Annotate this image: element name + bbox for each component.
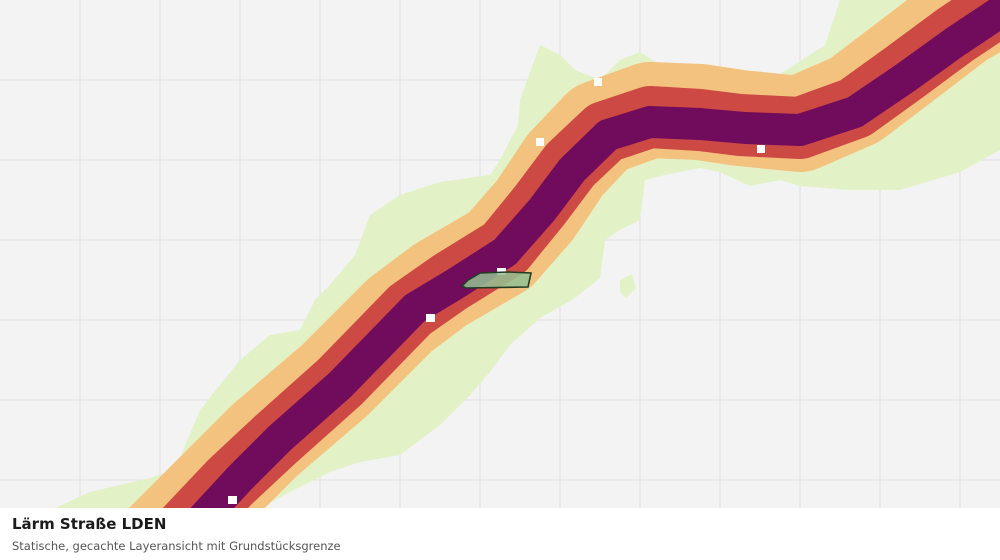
noise-band-very-high bbox=[190, 0, 1000, 508]
noise-map bbox=[0, 0, 1000, 508]
noise-map-canvas bbox=[0, 0, 1000, 508]
map-subtitle: Statische, gecachte Layeransicht mit Gru… bbox=[12, 539, 341, 553]
map-title: Lärm Straße LDEN bbox=[12, 515, 167, 533]
data-gap bbox=[426, 314, 435, 322]
data-gap bbox=[228, 496, 237, 504]
data-gap bbox=[594, 78, 602, 86]
noise-band-low-islet bbox=[620, 274, 636, 298]
parcel-boundary bbox=[460, 271, 532, 289]
data-gap bbox=[536, 138, 544, 146]
map-caption: Lärm Straße LDEN Statische, gecachte Lay… bbox=[0, 508, 1000, 560]
data-gap bbox=[757, 145, 765, 153]
